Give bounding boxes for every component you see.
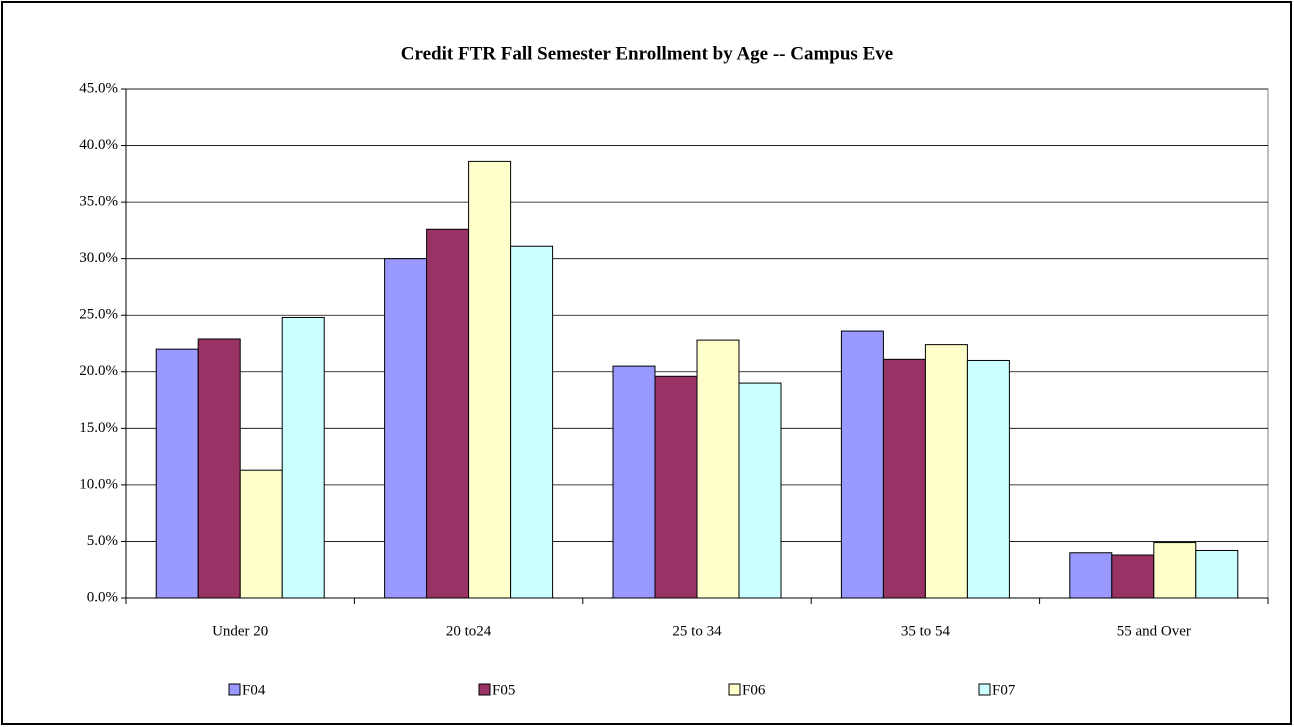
bar (155, 348, 199, 599)
y-tick-label: 20.0% (79, 363, 118, 379)
bar (510, 245, 554, 599)
bar (612, 365, 656, 599)
bar (1111, 554, 1155, 599)
legend-label: F05 (492, 682, 515, 698)
y-tick-label: 30.0% (79, 250, 118, 266)
y-tick-label: 35.0% (79, 194, 118, 210)
legend-label: F04 (242, 682, 266, 698)
y-tick-label: 15.0% (79, 420, 118, 436)
bar (924, 344, 968, 599)
bar (384, 258, 428, 599)
y-tick-label: 45.0% (79, 80, 118, 96)
y-tick-label: 5.0% (87, 533, 118, 549)
legend-swatch (478, 683, 491, 696)
y-tick-label: 40.0% (79, 137, 118, 153)
bar (468, 160, 512, 599)
bar (1195, 549, 1239, 599)
legend-swatch (728, 683, 741, 696)
y-tick-label: 10.0% (79, 476, 118, 492)
bar (1153, 542, 1197, 599)
bar (1069, 552, 1113, 599)
legend-swatch (228, 683, 241, 696)
x-tick-label: 20 to24 (446, 623, 492, 639)
legend-label: F06 (742, 682, 766, 698)
x-tick-label: Under 20 (212, 623, 268, 639)
chart-title: Credit FTR Fall Semester Enrollment by A… (401, 43, 893, 64)
bar (426, 228, 470, 599)
x-tick-label: 35 to 54 (901, 623, 951, 639)
bar (197, 338, 241, 599)
bar (239, 469, 283, 599)
bar (840, 330, 884, 599)
bar (281, 316, 325, 599)
x-tick-label: 25 to 34 (672, 623, 722, 639)
bar (696, 339, 740, 599)
bar (966, 359, 1010, 599)
y-tick-label: 25.0% (79, 307, 118, 323)
y-tick-label: 0.0% (87, 589, 118, 605)
legend-swatch (978, 683, 991, 696)
legend-label: F07 (992, 682, 1016, 698)
bar (882, 358, 926, 599)
bar (738, 382, 782, 599)
bar (654, 375, 698, 599)
x-tick-label: 55 and Over (1117, 623, 1191, 639)
